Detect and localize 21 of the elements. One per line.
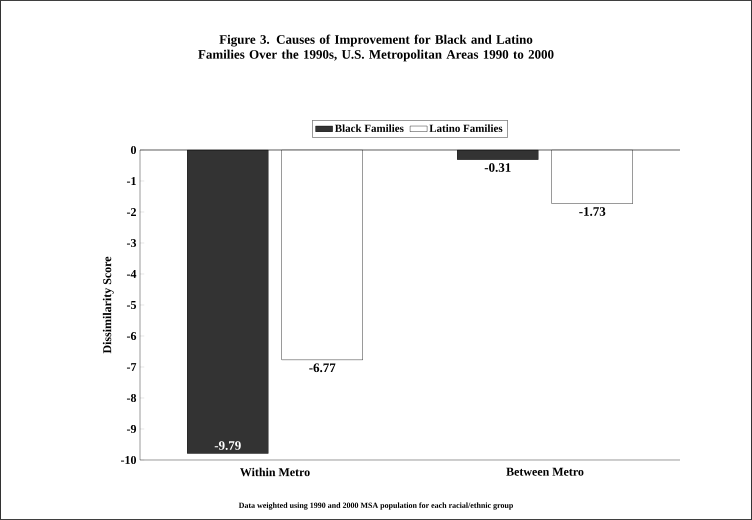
legend-label: Latino Families — [429, 124, 502, 132]
data-label: -9.79 — [214, 441, 241, 450]
data-label: -1.73 — [579, 207, 606, 216]
data-label: -6.77 — [309, 363, 336, 372]
y-tick-label: -4 — [126, 270, 136, 278]
y-tick-label: -3 — [126, 238, 136, 248]
x-tick-label: Within Metro — [240, 468, 310, 476]
y-tick-label: -7 — [126, 363, 136, 371]
y-tick-label: -9 — [126, 424, 136, 434]
y-tick-label: -6 — [126, 332, 136, 340]
y-tick-label: -10 — [120, 456, 136, 464]
y-axis-title: Dissimilarity Score — [102, 256, 114, 354]
y-tick-label: -2 — [126, 208, 136, 216]
legend-label: Black Families — [334, 124, 404, 132]
y-tick-label: -8 — [126, 394, 136, 402]
x-tick-label: Between Metro — [506, 468, 584, 476]
y-tick-label: -1 — [126, 177, 136, 185]
data-label: -0.31 — [484, 163, 511, 172]
chart-title: Figure 3. Causes of Improvement for Black and Latino Families Over the 1990s, U.S. Metropolitan Areas 1990 to 2000 — [198, 34, 554, 62]
y-tick-label: -5 — [126, 301, 136, 309]
y-tick-label: 0 — [130, 146, 136, 154]
